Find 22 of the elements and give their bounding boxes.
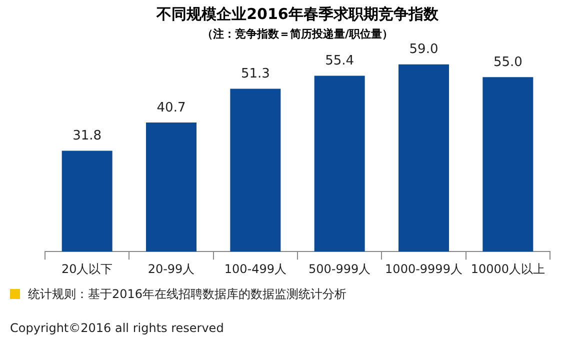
data-label: 55.0 bbox=[493, 54, 522, 70]
bar bbox=[230, 88, 281, 252]
data-label: 31.8 bbox=[72, 128, 102, 144]
x-tick-label: 1000-9999人 bbox=[385, 262, 462, 276]
bar bbox=[146, 122, 196, 252]
x-tick-label: 20人以下 bbox=[61, 262, 113, 276]
text: 统计规则：基于2016年在线招聘数据库的数据监测统计分析 bbox=[28, 286, 347, 303]
x-tick-label: 20-99人 bbox=[148, 262, 195, 276]
x-tick-label: 100-499人 bbox=[224, 262, 286, 276]
chart-subtitle: （注：竞争指数＝简历投递量/职位量） bbox=[202, 27, 394, 40]
bar bbox=[62, 150, 112, 252]
data-label: 55.4 bbox=[325, 54, 354, 69]
data-label: 40.7 bbox=[156, 100, 186, 116]
data-label: 51.3 bbox=[240, 66, 270, 82]
bar bbox=[398, 64, 449, 252]
data-label: 59.0 bbox=[409, 42, 438, 58]
x-tick-label: 500-999人 bbox=[308, 262, 371, 276]
bar bbox=[314, 76, 365, 252]
text: Copyright©2016 all rights reserved bbox=[10, 320, 224, 337]
x-tick-label: 10000人以上 bbox=[470, 262, 546, 276]
chart-title: 不同规模企业2016年春季求职期竞争指数 bbox=[156, 4, 440, 23]
bar bbox=[482, 77, 534, 252]
